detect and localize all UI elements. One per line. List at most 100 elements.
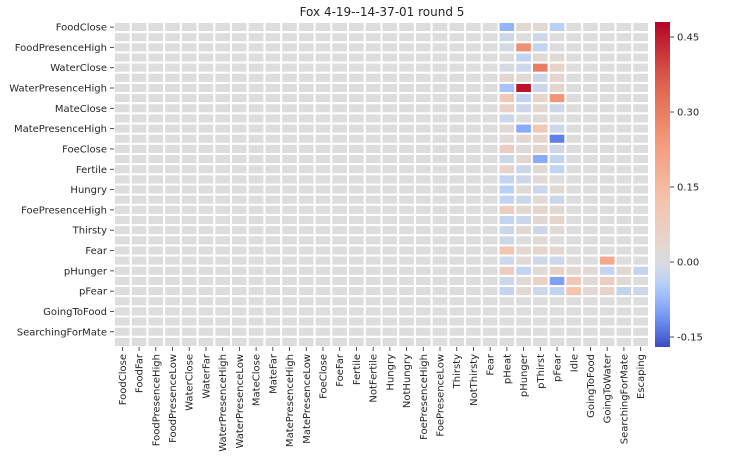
- heatmap-cell: [464, 132, 483, 145]
- heatmap-cell: [397, 21, 416, 34]
- heatmap-cell: [163, 122, 182, 135]
- heatmap-cell: [313, 81, 333, 95]
- heatmap-cell: [347, 234, 366, 247]
- heatmap-cell: [363, 254, 383, 267]
- heatmap-cell: [347, 254, 366, 267]
- heatmap-cell: [530, 315, 550, 328]
- heatmap-cell: [380, 193, 400, 206]
- heatmap-cell: [497, 71, 517, 84]
- heatmap-cell: [530, 132, 550, 145]
- heatmap-cell: [163, 31, 182, 44]
- heatmap-cell: [196, 254, 216, 267]
- heatmap-cell: [564, 163, 584, 176]
- heatmap-cell: [113, 132, 132, 145]
- heatmap-cell: [464, 163, 483, 176]
- heatmap-cell: [280, 274, 299, 288]
- column-tick-label: Escaping: [636, 354, 647, 399]
- heatmap-cell: [113, 102, 132, 115]
- heatmap-cell: [230, 122, 249, 135]
- heatmap-cell: [146, 224, 166, 237]
- heatmap-cell: [246, 112, 266, 125]
- row-tick-label: SearchingForMate: [17, 327, 107, 338]
- heatmap-cell: [380, 153, 400, 166]
- heatmap-cell: [230, 193, 249, 206]
- heatmap-cell: [631, 335, 651, 348]
- heatmap-cell: [347, 295, 366, 308]
- heatmap-cell: [179, 102, 199, 115]
- heatmap-cell: [313, 122, 333, 135]
- heatmap-cell: [196, 132, 216, 145]
- heatmap-cell: [213, 41, 233, 54]
- heatmap-cell: [514, 132, 533, 145]
- heatmap-cell: [246, 305, 266, 318]
- heatmap-cell: [497, 81, 517, 95]
- heatmap-cell: [113, 61, 132, 74]
- heatmap-cell: [230, 142, 249, 156]
- heatmap-cell: [530, 285, 550, 298]
- heatmap-cell: [129, 285, 149, 298]
- heatmap-cell: [347, 122, 366, 135]
- heatmap-cell: [280, 153, 299, 166]
- heatmap-cell: [430, 51, 450, 64]
- heatmap-cell: [213, 193, 233, 206]
- heatmap-cell: [146, 163, 166, 176]
- heatmap-cell: [230, 21, 249, 34]
- heatmap-cell: [146, 295, 166, 308]
- column-tick-label: pHeat: [502, 354, 513, 384]
- heatmap-cell: [464, 305, 483, 318]
- heatmap-cell: [597, 71, 617, 84]
- heatmap-cell: [129, 305, 149, 318]
- heatmap-cell: [547, 295, 567, 308]
- heatmap-cell: [313, 264, 333, 277]
- heatmap-cell: [614, 122, 634, 135]
- heatmap-cell: [447, 285, 467, 298]
- heatmap-cell: [179, 61, 199, 74]
- heatmap-cell: [213, 51, 233, 64]
- heatmap-cell: [547, 122, 567, 135]
- row-tick-label: Thirsty: [72, 226, 107, 237]
- heatmap-cell: [447, 274, 467, 288]
- heatmap-cell: [497, 183, 517, 196]
- heatmap-cell: [113, 203, 132, 216]
- column-tick-label: WaterPresenceHigh: [218, 354, 229, 452]
- heatmap-cell: [614, 142, 634, 156]
- heatmap-cell: [597, 41, 617, 54]
- heatmap-cell: [614, 61, 634, 74]
- heatmap-cell: [246, 285, 266, 298]
- heatmap-cell: [330, 274, 350, 288]
- heatmap-cell: [631, 81, 651, 95]
- heatmap-cell: [347, 264, 366, 277]
- heatmap-cell: [597, 285, 617, 298]
- heatmap-cell: [163, 325, 182, 338]
- heatmap-cell: [313, 112, 333, 125]
- heatmap-cell: [397, 92, 416, 105]
- heatmap-cell: [163, 41, 182, 54]
- heatmap-cell: [163, 213, 182, 227]
- heatmap-cell: [230, 112, 249, 125]
- heatmap-cell: [464, 112, 483, 125]
- heatmap-cell: [380, 71, 400, 84]
- heatmap-cell: [397, 173, 416, 186]
- heatmap-cell: [246, 315, 266, 328]
- heatmap-cell: [413, 234, 433, 247]
- heatmap-cell: [480, 183, 500, 196]
- heatmap-cell: [447, 254, 467, 267]
- heatmap-cell: [213, 335, 233, 348]
- heatmap-cell: [363, 193, 383, 206]
- heatmap-cell: [530, 41, 550, 54]
- heatmap-cell: [397, 112, 416, 125]
- heatmap-cell: [397, 213, 416, 227]
- heatmap-cell: [547, 173, 567, 186]
- heatmap-cell: [447, 61, 467, 74]
- column-tick-label: Fertile: [352, 354, 363, 385]
- heatmap-cell: [347, 71, 366, 84]
- row-tick-label: Fertile: [76, 165, 107, 176]
- heatmap-cell: [464, 21, 483, 34]
- heatmap-cell: [497, 193, 517, 206]
- column-tick-label: Hungry: [385, 354, 396, 391]
- heatmap-cell: [347, 41, 366, 54]
- heatmap-cell: [230, 61, 249, 74]
- heatmap-cell: [447, 51, 467, 64]
- heatmap-cell: [413, 285, 433, 298]
- heatmap-cell: [380, 81, 400, 95]
